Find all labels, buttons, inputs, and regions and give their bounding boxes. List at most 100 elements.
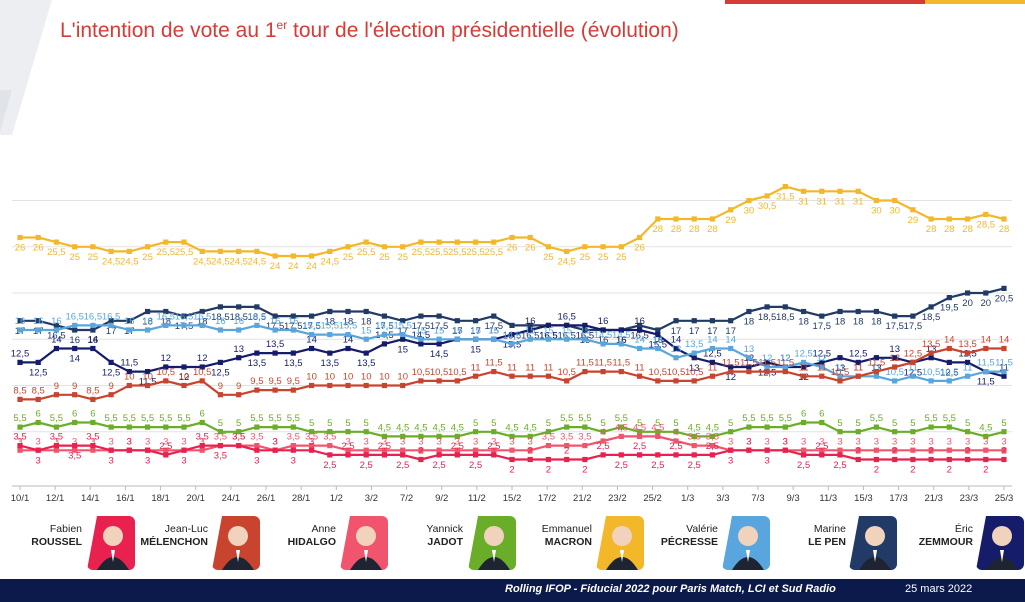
data-point: [72, 327, 78, 333]
data-point: [345, 382, 351, 389]
data-point: [855, 447, 861, 453]
value-label: 31: [798, 196, 809, 207]
value-label: 18: [871, 317, 882, 328]
value-label: 15: [452, 325, 463, 336]
data-point: [855, 308, 861, 315]
data-point: [90, 322, 96, 328]
data-point: [746, 447, 752, 453]
data-point: [673, 452, 679, 458]
value-label: 5,5: [104, 413, 117, 424]
value-label: 3,5: [68, 451, 81, 462]
data-point: [618, 452, 624, 458]
value-label: 2: [983, 465, 988, 476]
value-label: 19,5: [940, 303, 959, 314]
data-point: [892, 429, 898, 435]
value-label: 2,5: [688, 460, 701, 471]
data-point: [892, 313, 898, 319]
value-label: 3: [819, 436, 824, 447]
data-point: [582, 327, 588, 333]
data-point: [527, 336, 533, 342]
value-label: 2,5: [669, 441, 682, 452]
data-point: [545, 456, 551, 463]
data-point: [436, 447, 442, 453]
value-label: 17,5: [813, 321, 832, 332]
data-point: [801, 419, 807, 426]
value-label: 12,5: [102, 367, 121, 378]
data-point: [217, 359, 223, 365]
value-label: 14,5: [412, 330, 431, 341]
value-label: 24,5: [229, 256, 248, 267]
data-point: [236, 327, 242, 333]
data-point: [892, 197, 898, 204]
data-point: [473, 452, 479, 458]
value-label: 5,5: [287, 413, 300, 424]
value-label: 16,5: [47, 330, 66, 341]
data-point: [983, 433, 989, 439]
data-point: [928, 350, 934, 356]
value-label: 3: [746, 436, 751, 447]
data-point: [381, 244, 387, 250]
data-point: [53, 239, 59, 245]
value-label: 9: [218, 381, 223, 392]
data-point: [582, 443, 588, 449]
value-label: 3: [436, 436, 441, 447]
data-point: [327, 308, 333, 315]
value-label: 10,5: [940, 367, 959, 378]
data-point: [564, 322, 570, 328]
data-point: [819, 188, 825, 194]
data-point: [1001, 345, 1007, 352]
value-label: 2,5: [633, 441, 646, 452]
data-point: [637, 345, 643, 352]
data-point: [527, 234, 533, 241]
data-point: [655, 216, 661, 222]
value-label: 2,5: [833, 460, 846, 471]
value-label: 16: [142, 316, 153, 327]
value-label: 2,5: [323, 460, 336, 471]
value-label: 16,5: [248, 311, 267, 322]
value-label: 10: [361, 372, 372, 383]
data-point: [965, 290, 971, 296]
data-point: [509, 341, 515, 347]
data-point: [746, 369, 752, 375]
data-point: [35, 396, 41, 402]
value-label: 26: [33, 243, 44, 254]
value-label: 5,5: [779, 413, 792, 424]
data-point: [418, 456, 424, 463]
data-point: [637, 373, 643, 379]
value-label: 16,5: [157, 311, 176, 322]
value-label: 5: [856, 418, 861, 429]
value-label: 13,5: [266, 339, 285, 350]
data-point: [473, 447, 479, 453]
value-label: 17,5: [430, 321, 449, 332]
value-label: 3: [90, 436, 95, 447]
last-name: PÉCRESSE: [660, 536, 718, 548]
data-point: [837, 378, 843, 384]
value-label: 3,5: [86, 432, 99, 443]
data-point: [400, 336, 406, 342]
value-label: 25: [142, 252, 153, 263]
value-label: 14: [343, 335, 354, 346]
data-point: [17, 359, 23, 365]
value-label: 18,5: [922, 312, 941, 323]
value-label: 31: [817, 196, 828, 207]
data-point: [345, 244, 351, 250]
value-label: 16,5: [84, 311, 103, 322]
data-point: [199, 378, 205, 384]
value-label: 2: [965, 446, 970, 457]
value-label: 2,5: [360, 460, 373, 471]
data-point: [217, 327, 223, 333]
value-label: 25: [598, 252, 609, 263]
value-label: 10,5: [885, 367, 904, 378]
value-label: 25,5: [448, 247, 467, 258]
value-label: 2: [1001, 446, 1006, 457]
value-label: 3: [181, 455, 186, 466]
x-tick-label: 24/1: [222, 493, 241, 504]
value-label: 9,5: [268, 376, 281, 387]
value-label: 16,5: [521, 330, 540, 341]
data-point: [946, 456, 952, 463]
value-label: 12,5: [703, 348, 722, 359]
data-point: [691, 443, 697, 449]
value-label: 3,5: [560, 432, 573, 443]
value-label: 3: [17, 436, 22, 447]
data-point: [35, 327, 41, 333]
